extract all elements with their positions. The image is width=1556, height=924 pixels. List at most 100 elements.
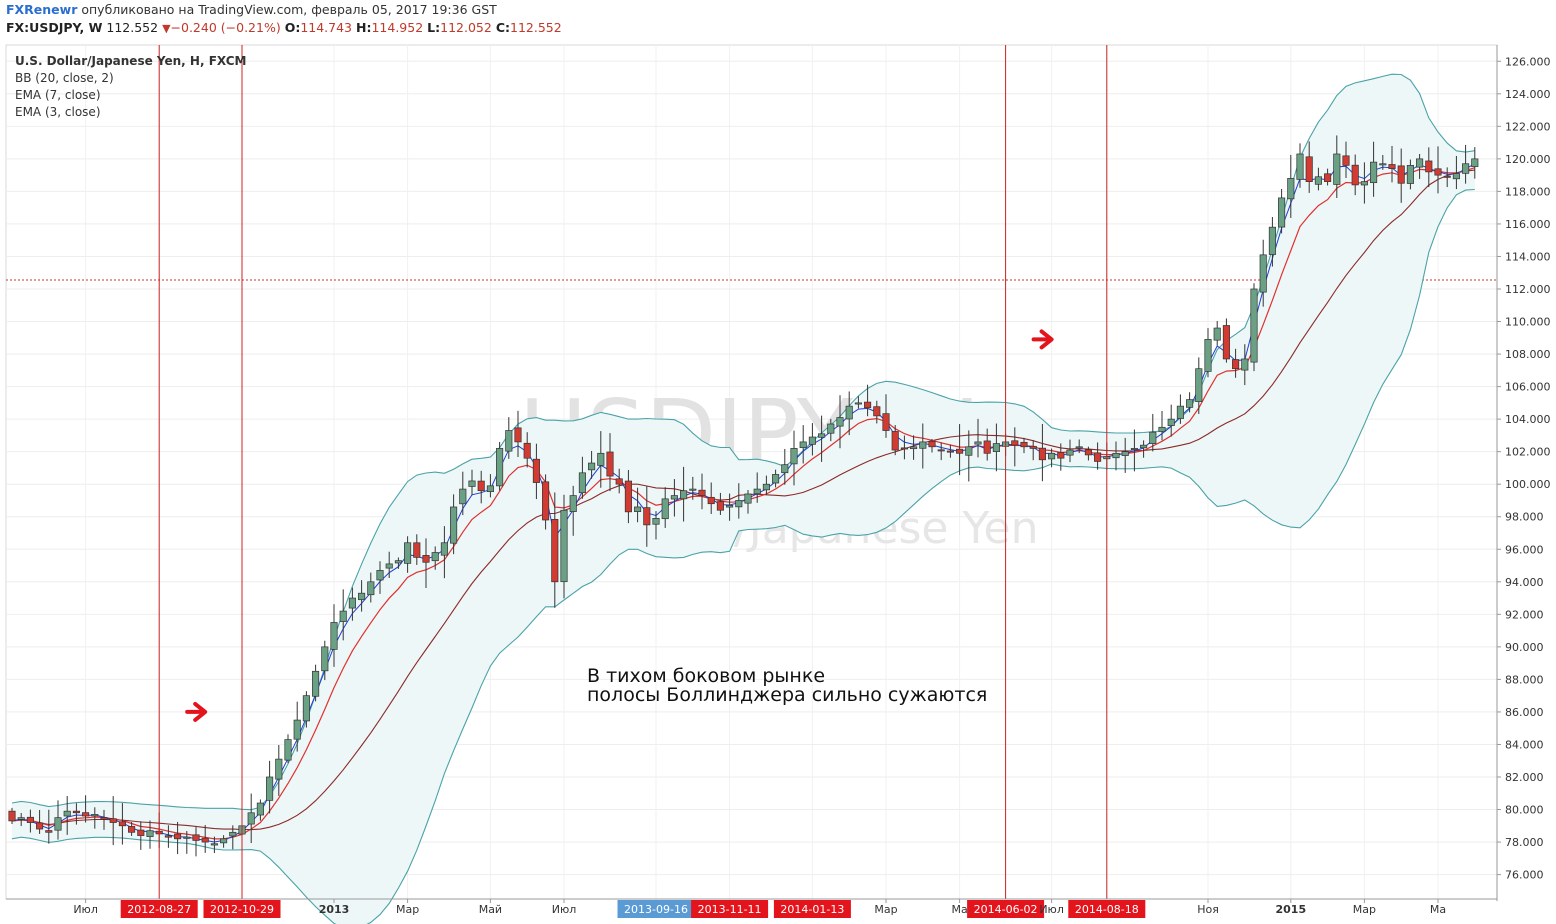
candle: [1075, 439, 1083, 454]
x-label-highlight: [691, 900, 769, 918]
candle-body: [1222, 325, 1230, 360]
candle: [1121, 437, 1129, 473]
candle: [1296, 143, 1304, 188]
candle: [302, 691, 310, 728]
bb-basis-line: [11, 169, 1475, 831]
candle: [440, 526, 448, 579]
candle-body: [376, 570, 384, 581]
candle: [928, 439, 936, 453]
candle: [192, 827, 200, 857]
y-tick-label: 76.000: [1505, 869, 1544, 882]
candle-body: [1259, 254, 1267, 293]
x-tick-label: 2014-08-18: [1075, 903, 1139, 916]
candle: [1388, 145, 1396, 183]
candle-body: [707, 496, 715, 505]
candle-body: [928, 440, 936, 448]
candle: [1314, 167, 1322, 191]
candle-body: [1287, 178, 1295, 200]
candle-body: [1186, 399, 1194, 408]
candle: [578, 456, 586, 499]
candle-body: [992, 443, 1000, 452]
candle-body: [1232, 359, 1240, 370]
candle-body: [183, 836, 191, 839]
candle-body: [45, 830, 53, 833]
candle-body: [615, 478, 623, 485]
candle-body: [956, 448, 964, 454]
candle-body: [1121, 451, 1129, 456]
candle-body: [1130, 448, 1138, 450]
candle-body: [1305, 156, 1313, 182]
published-text: опубликовано на TradingView.com, февраль…: [81, 2, 497, 17]
x-tick-label: Мар: [1353, 903, 1376, 916]
price-axis[interactable]: 76.000 78.000 80.000 82.000 84.000 86.000 88.0…: [1496, 45, 1551, 901]
candle-body: [1038, 447, 1046, 461]
candle: [404, 536, 412, 573]
candle: [1094, 442, 1102, 470]
candle: [201, 825, 209, 853]
candle: [514, 410, 522, 457]
candle-body: [82, 812, 90, 817]
candle: [275, 745, 283, 796]
moving-averages: [11, 163, 1476, 843]
candle: [845, 391, 853, 436]
candle-body: [91, 814, 99, 817]
candle: [174, 821, 182, 855]
candle: [698, 473, 706, 510]
candle: [900, 435, 908, 460]
x-tick-label: Мар: [874, 903, 897, 916]
candle-body: [1250, 288, 1258, 363]
candle: [1213, 321, 1221, 346]
candle-body: [1462, 163, 1470, 174]
y-tick-label: 92.000: [1505, 608, 1544, 621]
time-axis[interactable]: Июл 2012-08-27 2012-10-29 2013 Мар Май Июл 2013…: [6, 898, 1497, 918]
candle: [753, 472, 761, 503]
candle-body: [293, 719, 301, 740]
candle-body: [17, 817, 25, 820]
candle-body: [339, 610, 347, 622]
candle-body: [753, 488, 761, 495]
candle-body: [1176, 405, 1184, 419]
candle: [790, 430, 798, 486]
x-tick-label: Июл: [552, 903, 577, 916]
candle-body: [1406, 165, 1414, 184]
legend-item-ema7: EMA (7, close): [15, 88, 101, 102]
lower-band: [11, 188, 1475, 924]
candle-body: [882, 413, 890, 431]
candle: [1167, 404, 1175, 437]
ema3-line: [11, 163, 1476, 843]
candle: [661, 487, 669, 528]
candle: [1084, 446, 1092, 461]
candle-body: [1370, 161, 1378, 184]
candle: [72, 803, 80, 825]
candle: [1379, 155, 1387, 170]
candle-body: [36, 822, 44, 830]
candle: [1140, 440, 1148, 458]
candle: [1370, 141, 1378, 197]
close-value: 112.552: [510, 20, 562, 35]
author-link[interactable]: FXRenewr: [6, 2, 78, 17]
candle: [17, 813, 25, 827]
candle-body: [1296, 153, 1304, 180]
candle: [551, 492, 559, 608]
candle: [477, 470, 485, 504]
price-change: −0.240 (−0.21%): [170, 20, 281, 35]
candle-body: [680, 490, 688, 500]
candle-body: [1434, 168, 1442, 176]
candle-body: [1066, 449, 1074, 456]
candle: [1029, 440, 1037, 461]
candle-body: [551, 519, 559, 583]
publish-header: FXRenewr опубликовано на TradingView.com…: [6, 2, 497, 17]
x-tick-label: 2013-11-11: [698, 903, 762, 916]
annotation-arrows: [185, 329, 1054, 722]
candle-body: [505, 430, 513, 452]
candle-body: [762, 483, 770, 491]
candle-body: [1443, 175, 1451, 178]
candle: [164, 825, 172, 848]
candle: [1416, 153, 1424, 179]
x-label-highlight: [773, 900, 851, 918]
candle-body: [312, 670, 320, 697]
candle-body: [1158, 426, 1166, 432]
candle: [597, 431, 605, 488]
candle: [569, 485, 577, 536]
